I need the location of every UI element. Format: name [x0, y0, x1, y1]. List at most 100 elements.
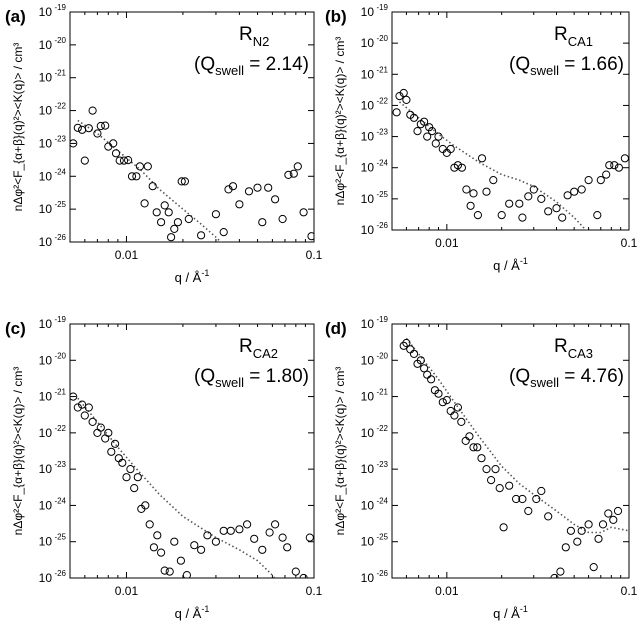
data-point: [96, 423, 105, 432]
x-axis-label-exponent: -1: [520, 604, 528, 614]
y-tick-exponent: -26: [376, 569, 388, 578]
data-point: [505, 481, 514, 490]
data-point: [197, 545, 206, 554]
data-point: [563, 191, 572, 200]
data-point: [111, 149, 121, 158]
data-point: [552, 204, 561, 213]
qswell-annotation-value: = 1.80): [244, 366, 309, 387]
data-point: [524, 506, 533, 516]
model-curve: [77, 397, 276, 578]
y-tick-label: 10 -21: [39, 388, 67, 404]
model-curve: [77, 119, 222, 242]
data-point: [399, 88, 408, 98]
sample-annotation: RCA2: [239, 336, 278, 361]
y-tick-label: 10 -24: [39, 496, 67, 512]
data-point: [243, 520, 252, 529]
qswell-annotation: (Qswell = 1.66): [509, 54, 624, 78]
data-point: [573, 537, 582, 546]
y-tick-exponent: -26: [376, 221, 388, 230]
plot-frame: [69, 11, 315, 243]
data-point: [434, 132, 443, 141]
data-point: [556, 567, 565, 576]
panel-label: (d): [325, 319, 347, 338]
data-point: [219, 228, 228, 237]
data-point: [148, 182, 157, 191]
data-point: [104, 428, 113, 437]
plot-frame: [391, 11, 630, 231]
data-point: [299, 208, 308, 217]
y-tick-label: 10 -19: [39, 3, 67, 19]
data-point: [265, 528, 274, 537]
data-point: [482, 187, 491, 196]
y-tick-label: 10 -22: [361, 424, 389, 440]
x-tick-label: 0.01: [435, 584, 459, 598]
data-point: [73, 123, 82, 132]
data-point: [566, 526, 576, 535]
data-point: [101, 121, 110, 130]
qswell-annotation-value: = 1.66): [559, 54, 624, 75]
y-tick-label: 10 -20: [39, 36, 67, 52]
data-point: [109, 139, 118, 148]
y-tick-exponent: -26: [54, 569, 66, 578]
data-point: [153, 531, 162, 540]
data-point: [461, 436, 470, 445]
x-axis-label: q / Å-1: [493, 604, 528, 621]
data-point: [165, 567, 174, 576]
y-tick-label: 10 -26: [39, 569, 67, 585]
y-axis-label-group: nΔφ²<F_{α+β}(q)²><K(q)> / cm³: [333, 37, 347, 206]
y-tick-exponent: -22: [376, 424, 388, 433]
data-point: [420, 117, 429, 126]
data-point: [423, 132, 432, 141]
chart-panel-4: 0.01 0.1 10-19 10-20 10-21 10-22 10-23 10 -24 10-…: [325, 315, 638, 621]
data-point: [250, 534, 259, 543]
data-point: [537, 194, 546, 203]
data-point: [271, 195, 280, 204]
y-tick-label: 10 -21: [361, 65, 389, 81]
data-point: [143, 162, 152, 171]
chart-panel-1: 0.01 0.1 10-19 10-20 10-21 10-22 10-23 10 -24 10-…: [5, 3, 323, 285]
y-tick-label: 10 -19: [361, 3, 389, 19]
y-tick-exponent: -20: [376, 34, 388, 43]
y-tick-label: 10 -25: [361, 190, 389, 206]
data-point: [438, 398, 447, 407]
y-tick-label: 10 -23: [361, 460, 389, 476]
data-point: [84, 124, 93, 133]
sample-annotation: RN2: [239, 24, 269, 49]
qswell-annotation: (Qswell = 4.76): [509, 366, 624, 390]
data-point: [605, 161, 614, 170]
data-point: [149, 543, 158, 552]
qswell-annotation-value: = 4.76): [559, 366, 624, 387]
y-tick-label: 10 -25: [39, 200, 67, 216]
data-point: [598, 520, 608, 529]
data-point: [170, 224, 179, 233]
data-point: [244, 187, 254, 196]
data-point: [577, 526, 586, 535]
data-point: [70, 392, 78, 401]
data-point: [140, 199, 149, 208]
x-tick-label: 0.01: [115, 248, 139, 262]
qswell-annotation-sub: swell: [215, 375, 244, 390]
y-tick-exponent: -19: [376, 3, 388, 12]
data-point: [235, 525, 244, 534]
y-tick-exponent: -19: [376, 315, 388, 324]
data-point: [512, 494, 521, 504]
y-tick-exponent: -21: [376, 388, 388, 397]
data-point: [107, 447, 116, 456]
y-tick-exponent: -20: [54, 351, 66, 360]
data-point: [141, 501, 150, 510]
data-point: [78, 125, 87, 134]
y-tick-exponent: -24: [54, 496, 66, 505]
data-point: [427, 375, 436, 384]
data-point: [291, 567, 300, 576]
y-tick-exponent: -24: [376, 496, 388, 505]
y-tick-exponent: -21: [54, 69, 66, 78]
data-point: [84, 403, 93, 412]
y-tick-exponent: -19: [54, 3, 66, 12]
data-point: [402, 95, 411, 105]
y-tick-label: 10 -26: [361, 569, 389, 585]
data-point: [289, 169, 298, 178]
x-axis-label-exponent: -1: [520, 256, 528, 266]
data-point: [160, 201, 169, 210]
y-tick-exponent: -25: [376, 533, 388, 542]
data-point: [73, 403, 82, 412]
